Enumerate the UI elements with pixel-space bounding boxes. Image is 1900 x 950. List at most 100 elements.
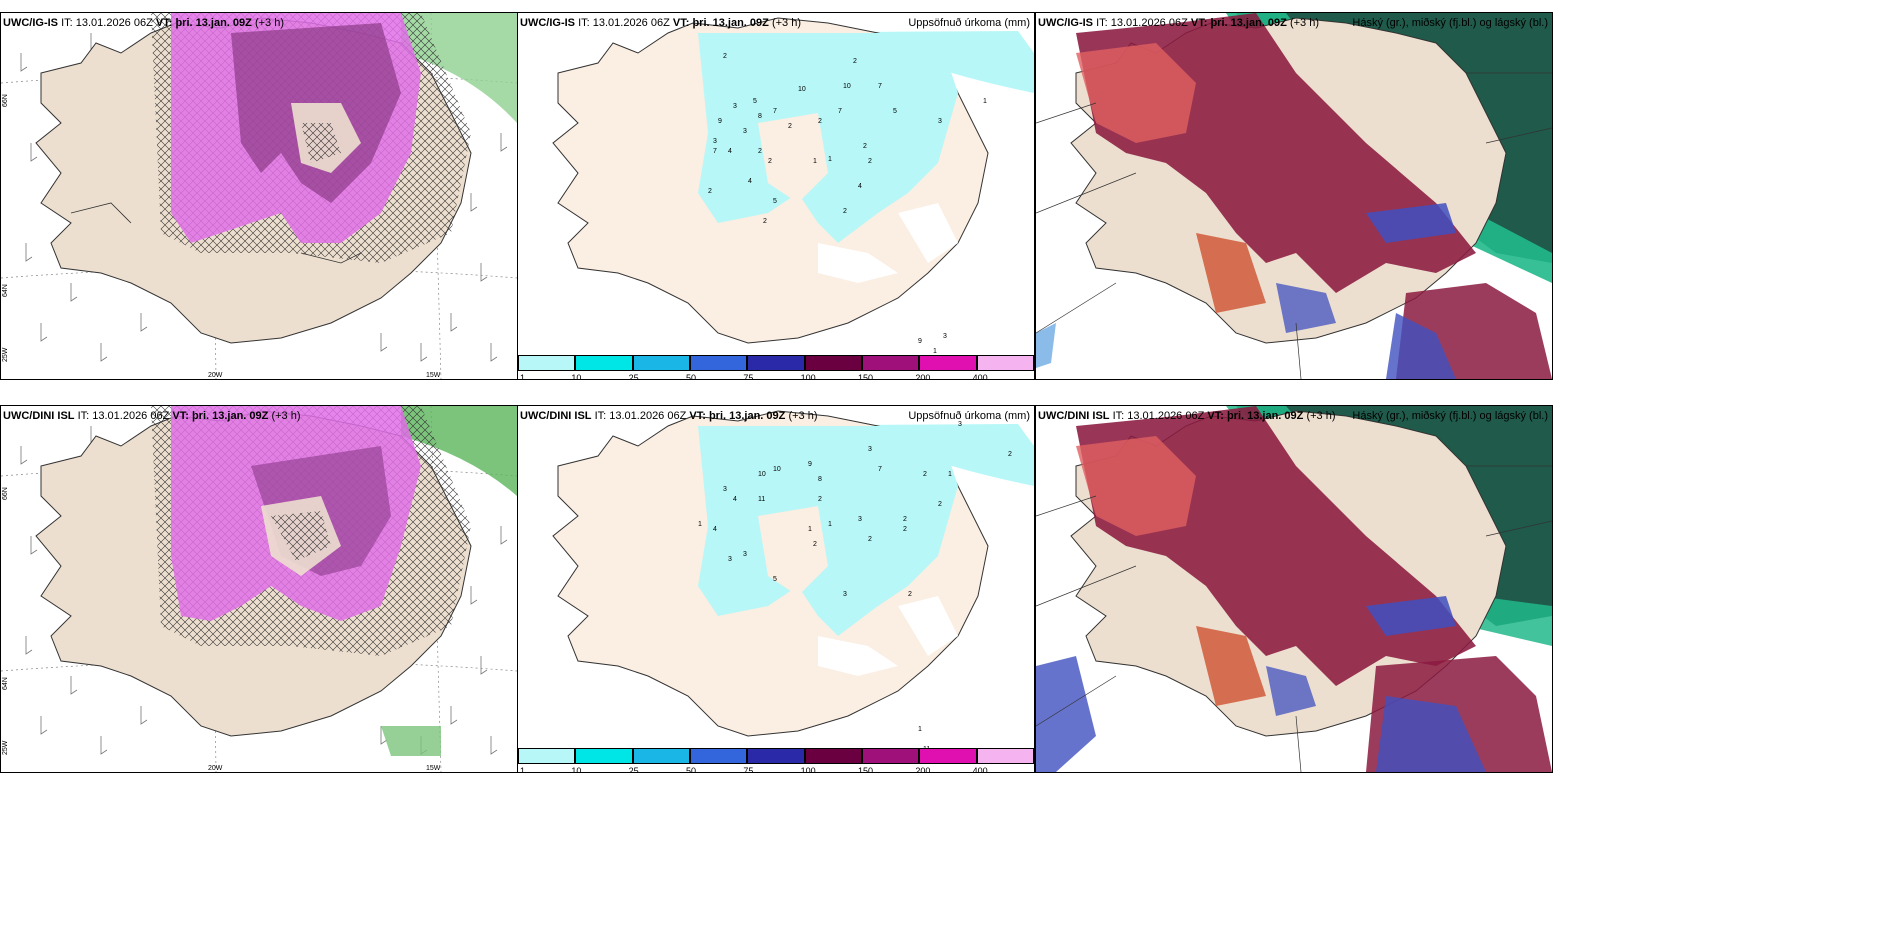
svg-text:2: 2	[923, 471, 927, 478]
svg-text:2: 2	[938, 501, 942, 508]
svg-text:10: 10	[758, 471, 766, 478]
svg-text:15W: 15W	[426, 765, 441, 772]
svg-text:2: 2	[723, 53, 727, 60]
colorbar-tick: 1	[520, 373, 526, 380]
svg-text:2: 2	[843, 208, 847, 215]
panel-header: UWC/DINI ISL IT: 13.01.2026 06Z VT: þri.…	[1038, 410, 1336, 422]
svg-text:2: 2	[818, 118, 822, 125]
svg-text:5: 5	[753, 98, 757, 105]
svg-text:3: 3	[943, 333, 947, 340]
colorbar-segment	[804, 748, 862, 764]
colorbar-segment	[919, 748, 977, 764]
map-bottom-left: 66N 64N 25W 20W 15W	[1, 406, 517, 772]
colorbar-tick: 10	[571, 766, 582, 773]
svg-text:9: 9	[918, 338, 922, 345]
svg-text:2: 2	[768, 158, 772, 165]
map-top-left: 66N 64N 25W 20W 15W	[1, 13, 517, 379]
svg-text:1: 1	[698, 521, 702, 528]
colorbar-tick: 200	[915, 373, 931, 380]
svg-text:3: 3	[868, 446, 872, 453]
colorbar-tick: 400	[972, 766, 988, 773]
panel-bottom-precip-type: 66N 64N 25W 20W 15W UWC/DINI ISL IT: 13.…	[0, 405, 518, 773]
svg-text:2: 2	[788, 123, 792, 130]
colorbar-segment	[518, 748, 576, 764]
svg-text:64N: 64N	[2, 284, 9, 297]
panel-header: UWC/DINI ISL IT: 13.01.2026 06Z VT: þri.…	[520, 410, 818, 422]
colorbar-segment	[575, 355, 633, 371]
svg-text:1: 1	[918, 726, 922, 733]
svg-text:3: 3	[743, 128, 747, 135]
svg-text:3: 3	[728, 556, 732, 563]
colorbar-bottom: 1 10 25 50 75 100 150 200 400	[518, 748, 1034, 772]
svg-text:3: 3	[713, 138, 717, 145]
colorbar-segment	[690, 748, 748, 764]
svg-text:3: 3	[938, 118, 942, 125]
svg-text:1: 1	[808, 526, 812, 533]
svg-text:7: 7	[838, 108, 842, 115]
svg-text:66N: 66N	[2, 487, 9, 500]
panel-header: UWC/IG-IS IT: 13.01.2026 06Z VT: þri. 13…	[1038, 17, 1319, 29]
colorbar-tick: 150	[858, 766, 874, 773]
svg-text:2: 2	[868, 536, 872, 543]
svg-text:3: 3	[958, 421, 962, 428]
colorbar-tick: 25	[628, 373, 639, 380]
svg-text:1: 1	[983, 98, 987, 105]
svg-text:3: 3	[733, 103, 737, 110]
panel-top-precip-type: 66N 64N 25W 20W 15W UWC/IG-IS IT: 13.01.…	[0, 12, 518, 380]
svg-text:25W: 25W	[2, 347, 9, 362]
panel-title: Háský (gr.), miðský (fj.bl.) og lágský (…	[1352, 410, 1548, 422]
svg-text:1: 1	[813, 158, 817, 165]
svg-text:7: 7	[878, 83, 882, 90]
svg-text:3: 3	[858, 516, 862, 523]
colorbar-segment	[976, 748, 1034, 764]
colorbar-tick: 100	[800, 766, 816, 773]
svg-text:8: 8	[758, 113, 762, 120]
svg-text:64N: 64N	[2, 677, 9, 690]
svg-text:1: 1	[828, 156, 832, 163]
svg-text:7: 7	[713, 148, 717, 155]
svg-text:25W: 25W	[2, 740, 9, 755]
svg-text:20W: 20W	[208, 765, 223, 772]
svg-text:7: 7	[773, 108, 777, 115]
svg-text:5: 5	[893, 108, 897, 115]
svg-text:4: 4	[733, 496, 737, 503]
svg-text:3: 3	[843, 591, 847, 598]
svg-text:9: 9	[718, 118, 722, 125]
svg-text:2: 2	[813, 541, 817, 548]
colorbar-tick: 50	[686, 766, 697, 773]
svg-text:2: 2	[853, 58, 857, 65]
svg-text:10: 10	[798, 86, 806, 93]
colorbar-tick: 1	[520, 766, 526, 773]
svg-text:1: 1	[828, 521, 832, 528]
colorbar-tick: 50	[686, 373, 697, 380]
svg-text:10: 10	[843, 83, 851, 90]
map-top-right	[1036, 13, 1552, 379]
svg-text:8: 8	[818, 476, 822, 483]
svg-text:5: 5	[773, 576, 777, 583]
colorbar-tick: 100	[800, 373, 816, 380]
colorbar-tick: 10	[571, 373, 582, 380]
colorbar-segment	[804, 355, 862, 371]
svg-text:15W: 15W	[426, 372, 441, 379]
svg-text:2: 2	[868, 158, 872, 165]
svg-text:2: 2	[818, 496, 822, 503]
colorbar-tick: 200	[915, 766, 931, 773]
svg-text:2: 2	[908, 591, 912, 598]
svg-text:9: 9	[808, 461, 812, 468]
map-bottom-right	[1036, 406, 1552, 772]
svg-text:2: 2	[903, 516, 907, 523]
colorbar-tick: 75	[743, 373, 754, 380]
colorbar-segment	[747, 355, 805, 371]
colorbar-tick: 150	[858, 373, 874, 380]
panel-title: Uppsöfnuð úrkoma (mm)	[908, 410, 1030, 422]
svg-text:5: 5	[773, 198, 777, 205]
svg-text:4: 4	[748, 178, 752, 185]
panel-bottom-clouds: UWC/DINI ISL IT: 13.01.2026 06Z VT: þri.…	[1035, 405, 1553, 773]
colorbar-segment	[575, 748, 633, 764]
colorbar-segment	[862, 355, 920, 371]
colorbar-segment	[632, 748, 690, 764]
svg-text:10: 10	[773, 466, 781, 473]
